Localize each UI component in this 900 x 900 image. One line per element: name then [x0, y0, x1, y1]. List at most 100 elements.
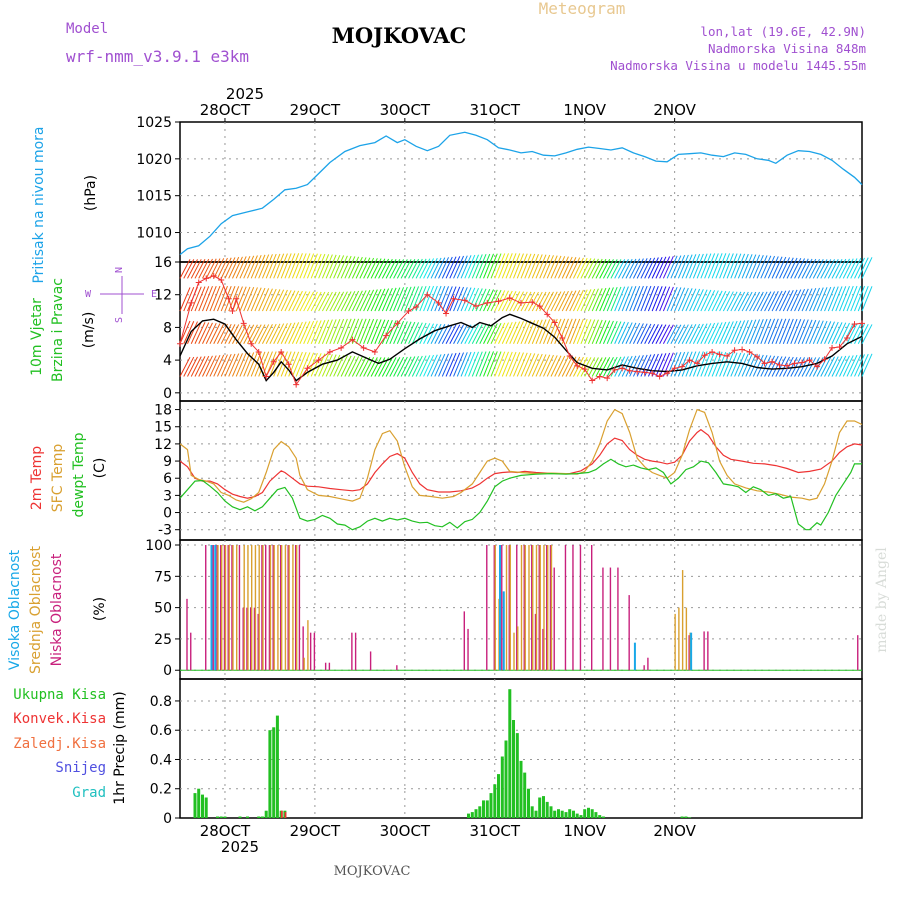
y-tick-label: 50 [154, 601, 172, 617]
wind-barb [284, 253, 296, 279]
wind-gust-marker [405, 308, 412, 315]
wind-barb [707, 322, 719, 344]
precip-total-bar [530, 806, 534, 818]
wind-barb [576, 357, 588, 377]
wind-barb [816, 287, 828, 312]
wind-unit: (m/s) [81, 312, 97, 349]
cloud-label-high: Visoka Oblacnost [7, 549, 23, 670]
wind-gust-marker [203, 275, 210, 282]
y-tick-label: 0 [163, 506, 172, 522]
wind-barb [745, 254, 757, 279]
wind-barb [183, 259, 195, 279]
wind-barb [558, 290, 569, 312]
wind-barb [756, 355, 768, 377]
wind-barb [464, 324, 476, 344]
panel-frame-3 [179, 400, 863, 541]
wind-barb [554, 291, 566, 312]
precip-total-bar [564, 812, 568, 818]
wind-gust-marker [424, 291, 431, 298]
wind-gust-marker [495, 298, 502, 305]
wind-barb [711, 290, 723, 312]
wind-barb [602, 320, 614, 344]
wind-barb [854, 354, 865, 377]
wind-barb [752, 319, 764, 344]
wind-barb [805, 258, 817, 279]
wind-barb [453, 352, 465, 377]
wind-barb [381, 258, 393, 279]
wind-barb [516, 320, 528, 344]
day-label-top: 30OCT [380, 101, 431, 119]
wind-barb [441, 353, 453, 377]
wind-barb [265, 253, 277, 279]
wind-barb [426, 354, 438, 377]
wind-barb [490, 289, 502, 312]
wind-barb [857, 285, 869, 312]
precip-total-bar [688, 817, 692, 818]
wind-barb [355, 257, 367, 279]
wind-barb [310, 320, 322, 344]
wind-barb [261, 254, 273, 279]
wind-barb [722, 352, 734, 377]
wind-barb [737, 253, 749, 279]
wind-barb [610, 286, 622, 312]
wind-barb [528, 254, 539, 279]
wind-barb [299, 321, 311, 344]
wind-barb [745, 291, 757, 312]
wind-barb [426, 323, 438, 344]
wind-barb [614, 356, 626, 377]
wind-barb [550, 255, 562, 279]
wind-barb [531, 353, 543, 377]
wind-barb [408, 286, 420, 312]
wind-barb [606, 286, 618, 312]
wind-barb [344, 256, 356, 279]
wind-barb [366, 319, 378, 344]
wind-barb [232, 256, 243, 279]
wind-gust-marker [349, 336, 356, 343]
wind-barb [558, 356, 569, 377]
wind-gust-marker [814, 363, 821, 370]
wind-barb [348, 256, 360, 279]
y-tick-label: 9 [163, 454, 172, 470]
wind-barb [842, 355, 854, 377]
wind-gust-marker [394, 320, 401, 327]
wind-barb [809, 320, 820, 344]
precip-total-bar [519, 760, 523, 818]
wind-barb [565, 290, 577, 312]
wind-barb [295, 321, 307, 344]
wind-barb [333, 255, 345, 279]
wind-barb [569, 356, 581, 377]
wind-barb [295, 253, 307, 279]
wind-barb [561, 290, 573, 312]
wind-gust-marker [611, 366, 618, 373]
wind-barb [651, 256, 663, 279]
wind-barb [486, 351, 498, 377]
wind-barb [202, 286, 213, 312]
precip-total-bar [515, 733, 519, 818]
wind-gust-marker [806, 357, 813, 364]
wind-barb [288, 290, 300, 312]
wind-barb [513, 352, 524, 377]
wind-barb [550, 291, 562, 312]
wind-barb [591, 258, 603, 279]
wind-barb [797, 288, 809, 312]
credit-text: made by Angel [874, 547, 890, 653]
precip-total-bar [598, 815, 602, 818]
wind-barb [243, 286, 255, 312]
precip-total-bar [504, 740, 508, 818]
wind-barb [479, 351, 491, 377]
wind-barb [187, 259, 198, 279]
wind-gust-marker [716, 351, 723, 358]
wind-barb [404, 321, 416, 344]
wind-gust-marker [225, 295, 232, 302]
wind-barb [662, 352, 674, 377]
wind-barb [647, 324, 659, 344]
wind-barb [438, 257, 450, 279]
precip-total-bar [512, 720, 515, 818]
wind-barb [805, 288, 817, 312]
wind-barb [614, 286, 626, 312]
wind-barb [479, 288, 491, 312]
wind-barb [584, 319, 596, 344]
wind-barb [261, 288, 273, 312]
wind-barb [550, 355, 562, 377]
wind-barb [779, 290, 791, 312]
